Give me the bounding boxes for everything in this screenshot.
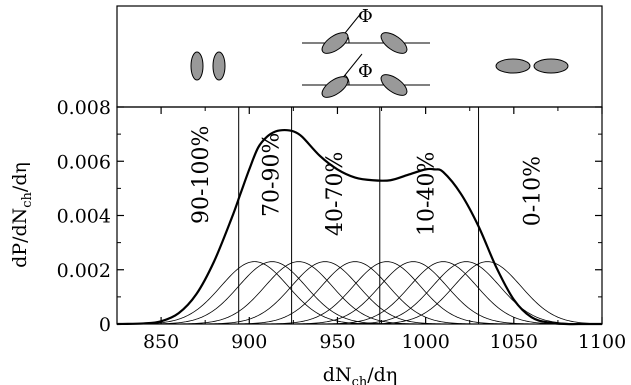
total-distribution-curve (116, 128, 602, 326)
tilted-nuclei-lower-icon: Φ (302, 53, 430, 98)
y-tick-label: 0.006 (57, 151, 111, 173)
y-tick-label: 0.004 (57, 206, 111, 228)
x-axis-ticks: 850 900 950 1000 1050 1100 (116, 107, 626, 353)
x-tick-label: 950 (319, 331, 355, 353)
y-tick-label: 0 (99, 314, 111, 336)
x-tick-label: 1050 (490, 331, 538, 353)
x-tick-label: 1000 (401, 331, 449, 353)
collision-geometry-inset: Φ Φ (116, 5, 603, 108)
phi-label-upper: Φ (358, 6, 373, 27)
x-tick-label: 1100 (578, 331, 626, 353)
x-axis-label: dNch/dη (323, 364, 397, 385)
centrality-label: 0-10% (521, 156, 546, 226)
plot-area: 90-100% 70-90% 40-70% 10-40% 0-10% 850 900 950… (9, 97, 626, 385)
centrality-label: 10-40% (415, 152, 440, 236)
y-tick-label: 0.008 (57, 97, 111, 119)
phi-label-lower: Φ (358, 61, 373, 82)
y-axis-ticks: 0 0.002 0.004 0.006 0.008 (57, 97, 602, 336)
centrality-labels: 90-100% 70-90% 40-70% 10-40% 0-10% (189, 126, 546, 236)
y-tick-label: 0.002 (57, 260, 111, 282)
x-tick-label: 900 (231, 331, 267, 353)
y-axis-label: dP/dNch/dη (9, 162, 35, 268)
central-nuclei-icon (495, 58, 569, 74)
x-tick-label: 850 (143, 331, 179, 353)
peripheral-nuclei-icon (190, 51, 226, 81)
centrality-label: 70-90% (259, 133, 284, 217)
centrality-label: 90-100% (189, 126, 214, 224)
tilted-nuclei-upper-icon: Φ (302, 6, 430, 54)
centrality-label: 40-70% (323, 152, 348, 236)
